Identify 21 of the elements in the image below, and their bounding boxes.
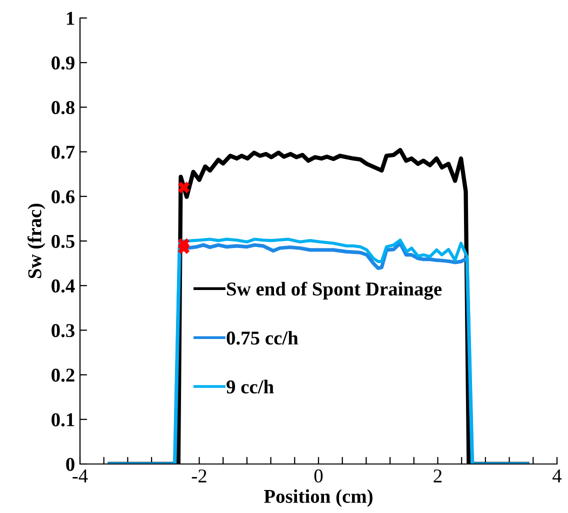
x-axis-title: Position (cm) bbox=[264, 489, 372, 507]
y-tick-label: 0.7 bbox=[52, 146, 75, 159]
y-tick-label: 0.4 bbox=[52, 279, 75, 293]
y-tick-label: 0.6 bbox=[52, 190, 75, 204]
y-tick-label: 0.1 bbox=[52, 413, 74, 426]
y-tick-label: 0.9 bbox=[52, 56, 74, 70]
y-tick-label: 1 bbox=[66, 12, 74, 25]
y-tick-label: 0.3 bbox=[52, 324, 74, 338]
x-tick-label: 2 bbox=[434, 469, 442, 482]
x-tick-label: 0 bbox=[314, 469, 323, 483]
x-tick-label: -2 bbox=[192, 469, 206, 482]
legend-label: 0.75 cc/h bbox=[226, 330, 298, 345]
y-tick-label: 0.8 bbox=[52, 101, 74, 114]
x-tick-label: 4 bbox=[552, 470, 562, 482]
legend-label: 9 cc/h bbox=[226, 380, 274, 394]
legend-label: Sw end of Spont Drainage bbox=[227, 282, 442, 300]
y-tick-label: 0.2 bbox=[52, 368, 74, 382]
y-axis-title: Sw (frac) bbox=[27, 204, 46, 278]
y-tick-label: 0 bbox=[66, 458, 74, 471]
y-tick-label: 0.5 bbox=[52, 234, 74, 248]
x-tick-label: -4 bbox=[72, 470, 88, 482]
